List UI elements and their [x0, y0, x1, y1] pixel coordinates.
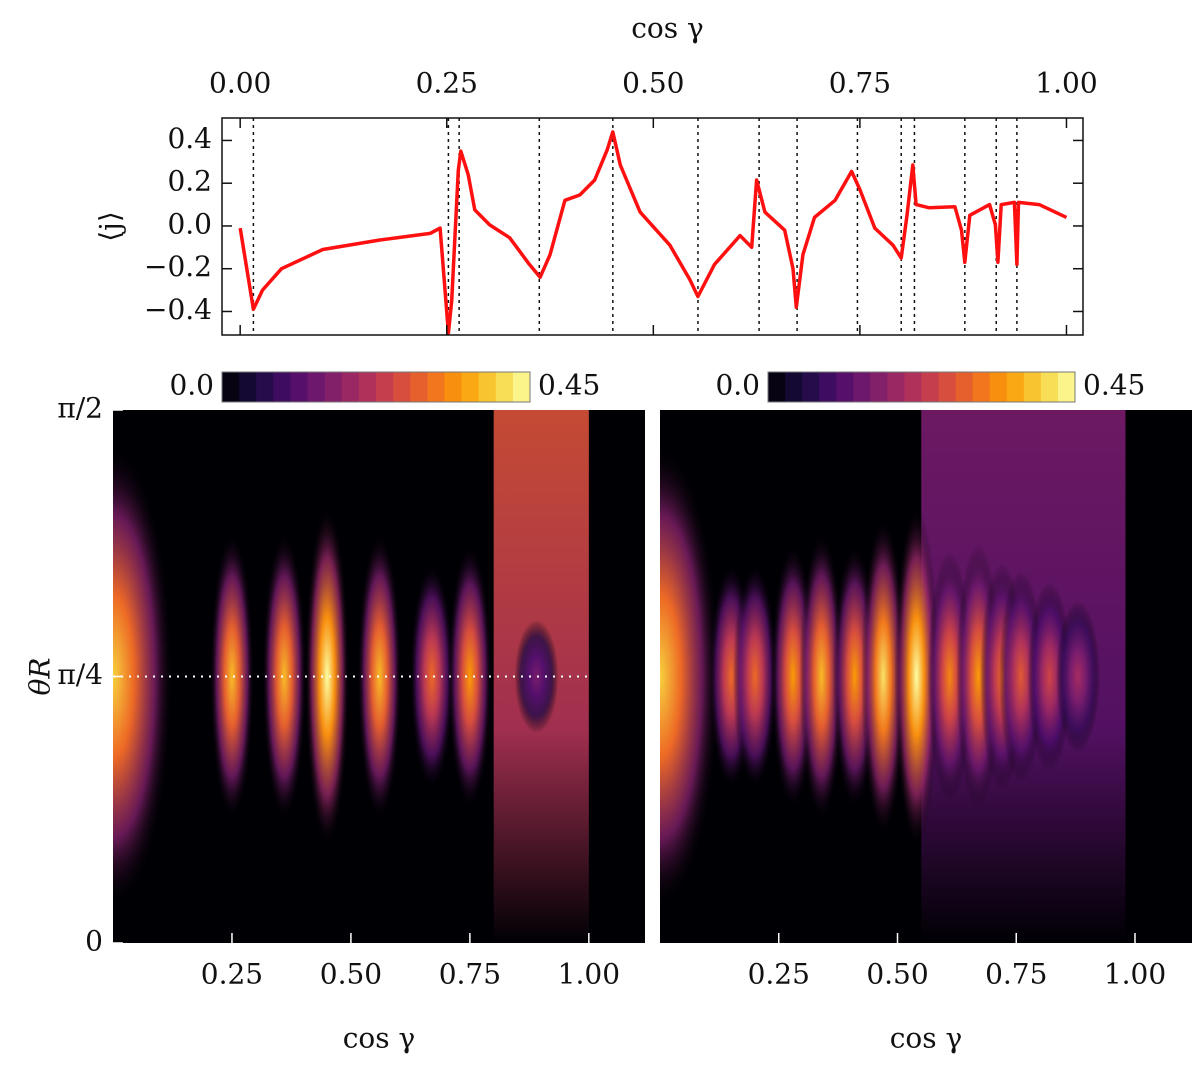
colorbar-cell	[836, 372, 854, 402]
colorbar-cell	[989, 372, 1008, 402]
peak	[262, 532, 307, 821]
x-tick-label: 0.75	[829, 67, 891, 100]
y-tick-label: 0.4	[167, 122, 212, 155]
y-tick-label: −0.2	[144, 250, 212, 283]
colorbar-cell	[478, 372, 497, 402]
x-tick-label: 0.00	[209, 67, 271, 100]
colorbar-label: 0.45	[538, 369, 600, 402]
x-tick-label: 1.00	[1035, 67, 1097, 100]
x-tick-label: 0.50	[320, 958, 382, 991]
colorbar-cell	[410, 372, 428, 402]
colorbar-cell	[1023, 372, 1042, 402]
colorbar-cell	[1040, 372, 1059, 402]
peak	[799, 532, 844, 821]
peak	[357, 532, 402, 821]
colorbar-cell	[341, 372, 360, 402]
x-tick-label: 0.75	[985, 958, 1047, 991]
x-tick-label: 1.00	[558, 958, 620, 991]
colorbar-cell	[393, 372, 411, 402]
colorbar-cell	[290, 372, 309, 402]
peak	[1056, 600, 1100, 753]
x-axis-label: cos γ	[890, 1022, 963, 1055]
y-axis-label: θR	[24, 658, 57, 696]
x-axis-label: cos γ	[343, 1022, 416, 1055]
peak	[894, 506, 939, 847]
peak	[305, 506, 350, 847]
colorbar-cell	[785, 372, 803, 402]
peak	[514, 619, 559, 734]
x-tick-label: 0.50	[866, 958, 928, 991]
y-tick-label: 0.0	[167, 207, 212, 240]
y-tick-label: −0.4	[144, 293, 212, 326]
x-tick-label: 0.25	[416, 67, 478, 100]
peak	[113, 445, 173, 908]
peak	[660, 445, 720, 908]
peak	[209, 532, 254, 821]
y-tick-label: π/4	[57, 658, 103, 691]
colorbar-cell	[938, 372, 957, 402]
y-axis-label: ⟨j⟩	[94, 211, 127, 242]
colorbar-frame	[767, 371, 1076, 403]
heatmap	[660, 410, 1192, 943]
data-line	[238, 130, 1068, 335]
colorbar-cell	[512, 372, 531, 402]
colorbar-cell	[887, 372, 905, 402]
x-tick-label: 1.00	[1104, 958, 1166, 991]
peak	[1027, 582, 1072, 771]
x-tick-label: 0.75	[439, 958, 501, 991]
x-tick-label: 0.25	[201, 958, 263, 991]
peak	[409, 563, 454, 790]
colorbar-cell	[921, 372, 940, 402]
colorbar-cell	[427, 372, 445, 402]
colorbar-cell	[239, 372, 257, 402]
colorbar-cell	[1006, 372, 1025, 402]
colorbar-cell	[853, 372, 871, 402]
colorbar-frame	[221, 371, 531, 403]
x-axis-label: cos γ	[631, 12, 704, 45]
y-tick-label: 0	[85, 925, 103, 958]
peak	[447, 544, 492, 809]
colorbar-cell	[461, 372, 480, 402]
colorbar-cell	[222, 372, 240, 402]
colorbar-cell	[273, 372, 291, 402]
x-tick-label: 0.25	[748, 958, 810, 991]
colorbar-cell	[972, 372, 991, 402]
colorbar-cell	[870, 372, 888, 402]
y-tick-label: π/2	[57, 392, 103, 425]
peak	[733, 563, 777, 790]
peak	[861, 517, 906, 836]
colorbar-cell	[358, 372, 377, 402]
colorbar-cell	[955, 372, 974, 402]
colorbar-cell	[495, 372, 514, 402]
colorbar-cell	[256, 372, 274, 402]
colorbar-cell	[802, 372, 820, 402]
colorbar-cell	[324, 372, 343, 402]
colorbar-cell	[444, 372, 463, 402]
colorbar-label: 0.45	[1083, 369, 1145, 402]
colorbar-cell	[1057, 372, 1076, 402]
colorbar-cell	[768, 372, 786, 402]
colorbar-label: 0.0	[169, 369, 214, 402]
y-tick-label: 0.2	[167, 165, 212, 198]
colorbar-cell	[376, 372, 394, 402]
colorbar-cell	[819, 372, 837, 402]
colorbar-cell	[904, 372, 922, 402]
colorbar-label: 0.0	[715, 369, 760, 402]
colorbar-cell	[307, 372, 326, 402]
x-tick-label: 0.50	[622, 67, 684, 100]
heatmap	[113, 410, 645, 943]
